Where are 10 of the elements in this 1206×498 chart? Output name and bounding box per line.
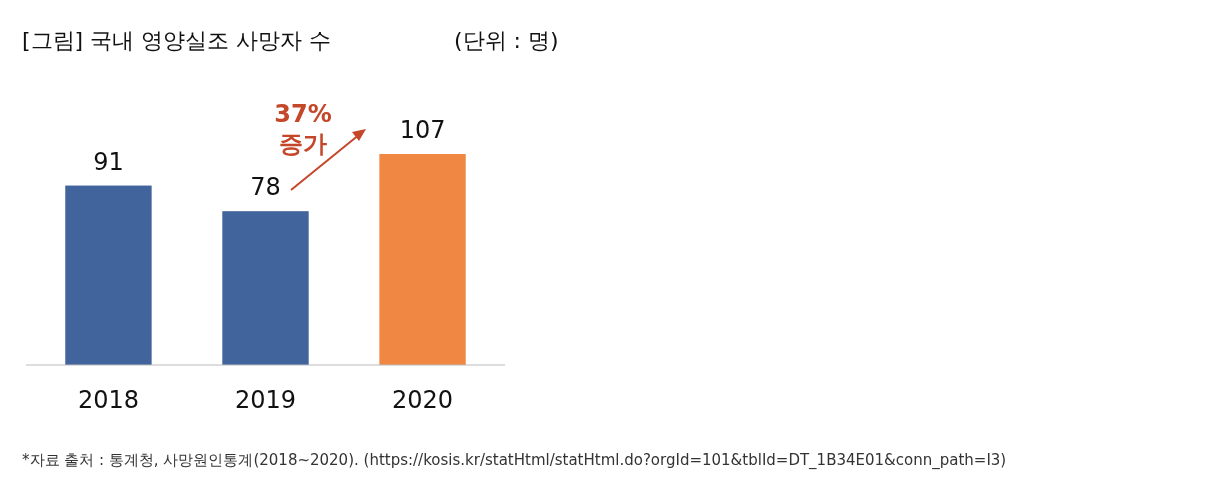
data-label: 107 — [399, 116, 446, 144]
annotation: 37% 증가 — [274, 100, 332, 158]
x-tick-label: 2019 — [234, 386, 297, 414]
data-label: 78 — [250, 173, 281, 202]
x-tick-label: 2020 — [392, 386, 454, 414]
chart-title: [그림] 국내 영양실조 사망자 수 — [22, 28, 332, 53]
x-tick-label: 2018 — [77, 386, 139, 414]
text: *자료 출처 : 통계청, 사망원인통계(2018~2020). (https://kosis.kr/statHtml/statHtml.do?orgId=101&tblId=DT_1B34E01&conn_path=I3) — [22, 451, 1007, 470]
data-label: 91 — [93, 147, 124, 176]
chart-subtitle: (단위 : 명) — [454, 28, 559, 53]
